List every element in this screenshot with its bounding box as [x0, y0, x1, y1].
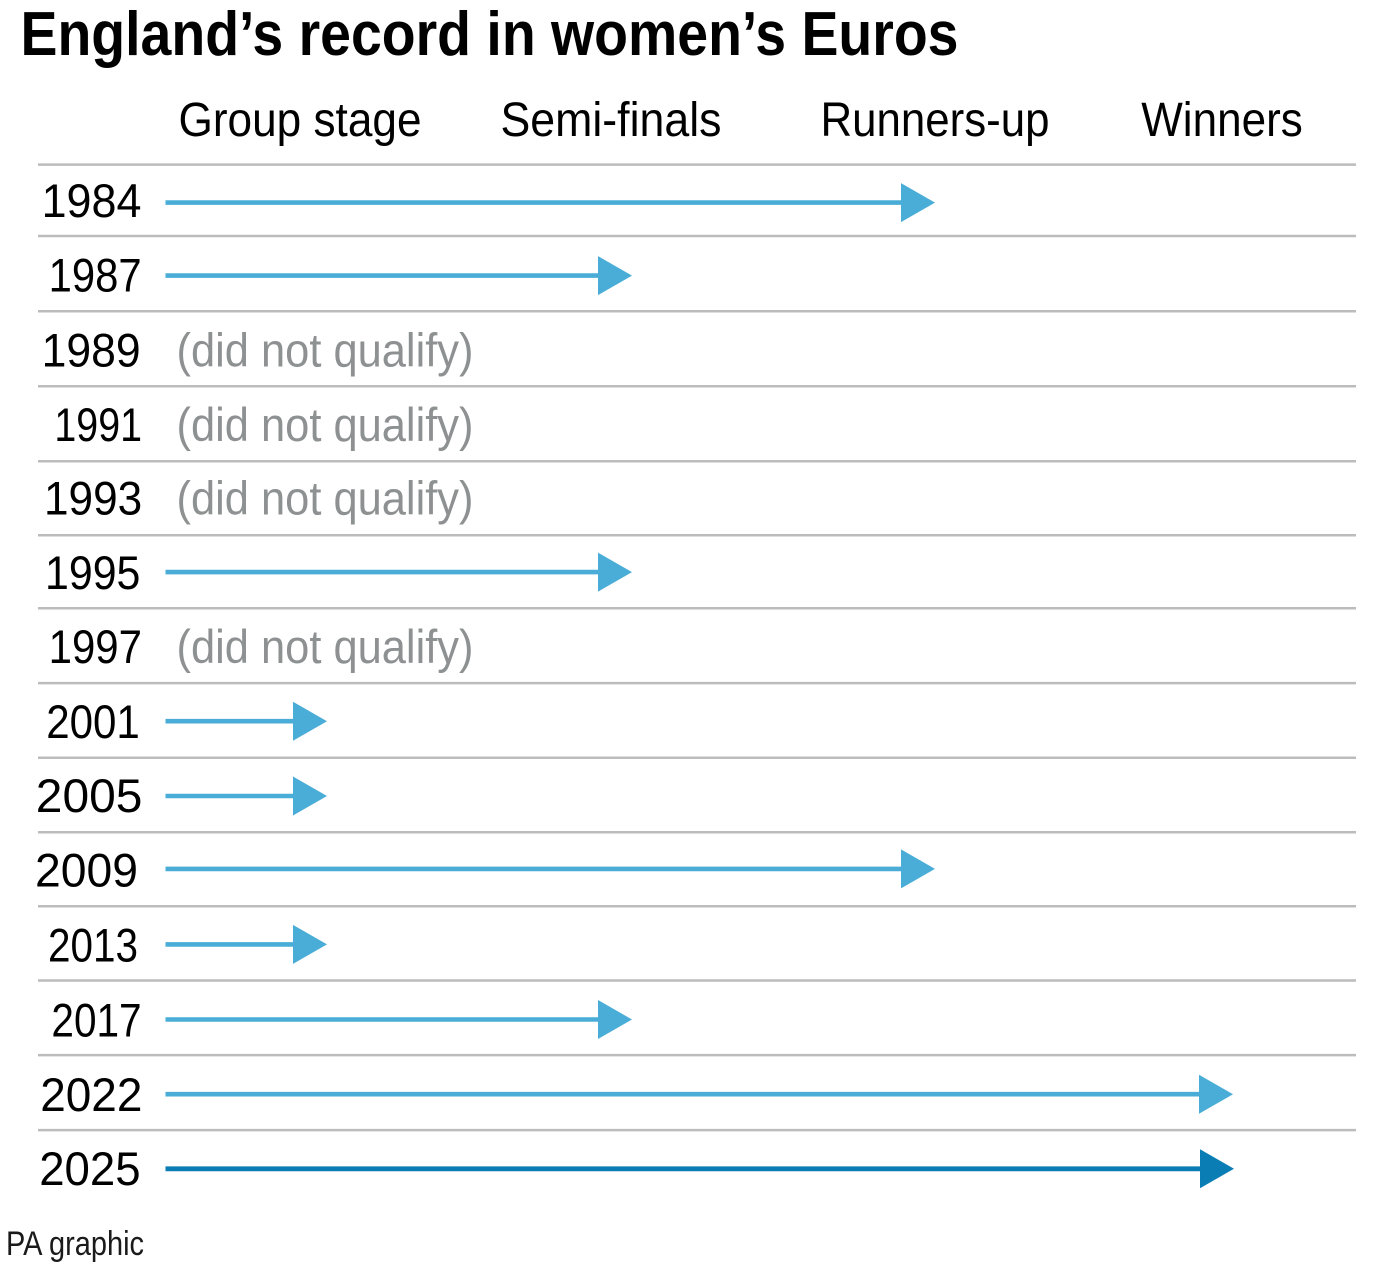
svg-text:1995: 1995 — [45, 547, 140, 600]
svg-text:1989: 1989 — [42, 324, 141, 377]
svg-text:2013: 2013 — [48, 920, 138, 973]
svg-text:Semi-finals: Semi-finals — [501, 93, 722, 147]
svg-text:(did not qualify): (did not qualify) — [177, 398, 474, 451]
svg-text:England’s record in women’s Eu: England’s record in women’s Euros — [21, 0, 959, 69]
svg-text:1987: 1987 — [49, 250, 142, 303]
svg-text:Group stage: Group stage — [179, 93, 422, 147]
svg-text:2001: 2001 — [46, 696, 140, 749]
svg-text:1984: 1984 — [42, 175, 142, 228]
svg-text:Runners-up: Runners-up — [821, 93, 1050, 147]
svg-text:(did not qualify): (did not qualify) — [177, 472, 474, 525]
svg-text:(did not qualify): (did not qualify) — [177, 323, 474, 376]
svg-text:2009: 2009 — [35, 844, 138, 897]
svg-text:2005: 2005 — [36, 770, 143, 823]
svg-text:1993: 1993 — [44, 473, 142, 526]
svg-text:2022: 2022 — [40, 1069, 142, 1122]
svg-text:2017: 2017 — [51, 995, 141, 1048]
svg-text:1991: 1991 — [54, 399, 142, 452]
svg-text:(did not qualify): (did not qualify) — [177, 620, 474, 673]
svg-text:Winners: Winners — [1141, 93, 1303, 147]
svg-text:PA graphic: PA graphic — [6, 1225, 144, 1263]
svg-text:1997: 1997 — [49, 621, 142, 674]
svg-text:2025: 2025 — [39, 1143, 140, 1196]
